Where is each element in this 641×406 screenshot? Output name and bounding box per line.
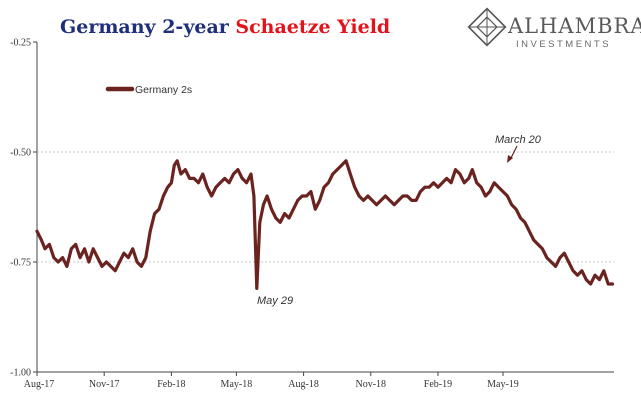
x-tick-labels: Aug-17 Nov-17 Feb-18 May-18 Aug-18 Nov-18 Feb-…	[24, 372, 519, 390]
annotation-arrow	[507, 145, 518, 163]
chart-title-part1: Germany 2-year	[60, 16, 235, 38]
gridlines	[37, 151, 614, 263]
annotation-march-20: March 20	[495, 134, 542, 146]
legend-label: Germany 2s	[135, 84, 192, 96]
series-line-germany-2s	[35, 159, 615, 290]
annotation-may-29: May 29	[257, 295, 293, 307]
y-tick-label-3: -1.00	[10, 368, 31, 379]
x-tick-label-7: May-19	[487, 379, 519, 390]
alhambra-diamond-logo-icon	[467, 7, 507, 47]
x-tick-label-5: Nov-18	[356, 379, 387, 390]
x-tick-label-2: Feb-18	[157, 379, 185, 390]
series-layer	[35, 159, 615, 290]
y-tick-label-2: -0.75	[10, 258, 31, 269]
x-tick-label-6: Feb-19	[424, 379, 452, 390]
y-tick-label-1: -0.50	[10, 148, 31, 159]
y-tick-labels: -0.25 -0.50 -0.75 -1.00	[10, 38, 37, 379]
y-tick-label-0: -0.25	[10, 38, 31, 49]
x-tick-label-3: May-18	[221, 379, 253, 390]
chart-title: Germany 2-year Schaetze Yield	[60, 16, 390, 38]
chart-title-part2: Schaetze Yield	[235, 16, 390, 38]
x-tick-label-0: Aug-17	[24, 379, 55, 390]
x-tick-label-1: Nov-17	[89, 379, 120, 390]
brand-subtitle: INVESTMENTS	[516, 39, 611, 50]
brand-name: ALHAMBRA	[507, 14, 641, 38]
legend: Germany 2s	[105, 84, 192, 96]
x-tick-label-4: Aug-18	[288, 379, 319, 390]
